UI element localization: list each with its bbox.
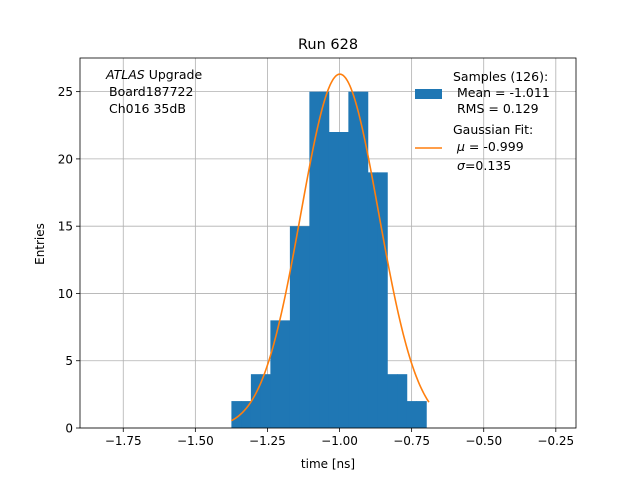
- plot-frame: [79, 57, 577, 429]
- histogram-bar: [270, 320, 281, 428]
- chart-title: Run 628: [298, 37, 358, 53]
- gaussian-fit-curve: [231, 73, 430, 422]
- y-tick-label: 10: [58, 287, 73, 301]
- annotation-atlas: ATLAS: [105, 67, 145, 82]
- x-tick-label: −0.50: [465, 434, 502, 448]
- legend-histogram-swatch: [415, 89, 442, 99]
- legend-sigma-value: =0.135: [465, 158, 511, 173]
- legend: Samples (126): Mean = -1.011 RMS = 0.129…: [415, 69, 550, 173]
- legend-fit-line-3: σ=0.135: [457, 158, 511, 173]
- histogram-bar: [387, 374, 398, 428]
- legend-fit-line-1: Gaussian Fit:: [453, 122, 533, 137]
- histogram-bar: [358, 91, 369, 428]
- annotation-line-1: ATLAS Upgrade: [105, 67, 202, 82]
- histogram-bars: [231, 91, 427, 428]
- histogram-bar: [309, 91, 320, 428]
- x-axis-ticks: −1.75 −1.50 −1.25 −1.00 −0.75 −0.50 −0.25: [105, 428, 574, 448]
- y-tick-label: 20: [58, 152, 73, 166]
- y-tick-label: 5: [65, 354, 73, 368]
- histogram-bar: [231, 401, 242, 428]
- histogram-bar: [241, 401, 252, 428]
- x-tick-label: −1.00: [321, 434, 358, 448]
- x-tick-label: −1.25: [249, 434, 286, 448]
- legend-fit-line-2: μ = -0.999: [456, 139, 524, 154]
- atlas-annotation: ATLAS Upgrade Board187722 Ch016 35dB: [105, 67, 202, 116]
- y-axis-label: Entries: [33, 223, 47, 265]
- annotation-upgrade: Upgrade: [145, 67, 203, 82]
- x-tick-label: −0.25: [537, 434, 574, 448]
- x-axis-label: time [ns]: [301, 457, 355, 471]
- y-tick-label: 0: [65, 422, 73, 436]
- histogram-bar: [416, 401, 427, 428]
- histogram-bar: [260, 374, 271, 428]
- histogram-bar: [367, 172, 378, 428]
- histogram-bar: [406, 401, 417, 428]
- histogram-bar: [377, 172, 388, 428]
- annotation-line-3: Ch016 35dB: [109, 101, 186, 116]
- gaussian-fit-line: [231, 73, 430, 422]
- legend-histogram-line-2: Mean = -1.011: [457, 85, 550, 100]
- x-tick-label: −0.75: [393, 434, 430, 448]
- y-axis-ticks: 0 5 10 15 20 25: [58, 85, 80, 436]
- annotation-line-2: Board187722: [109, 84, 193, 99]
- x-tick-label: −1.75: [105, 434, 142, 448]
- x-tick-label: −1.50: [177, 434, 214, 448]
- histogram-bar: [299, 226, 310, 428]
- histogram-bar: [348, 91, 359, 428]
- histogram-bar: [319, 91, 330, 428]
- histogram-bar: [397, 374, 408, 428]
- legend-histogram-line-1: Samples (126):: [453, 69, 548, 84]
- legend-mu-value: = -0.999: [465, 139, 524, 154]
- histogram-bar: [280, 320, 291, 428]
- histogram-bar: [289, 226, 301, 428]
- legend-histogram-line-3: RMS = 0.129: [457, 101, 539, 116]
- y-tick-label: 25: [58, 85, 73, 99]
- histogram-bar: [328, 132, 340, 428]
- histogram-bar: [250, 374, 262, 428]
- histogram-bar: [338, 132, 349, 428]
- y-tick-label: 15: [58, 220, 73, 234]
- legend-sigma-symbol: σ: [457, 158, 466, 173]
- legend-mu-symbol: μ: [456, 139, 465, 154]
